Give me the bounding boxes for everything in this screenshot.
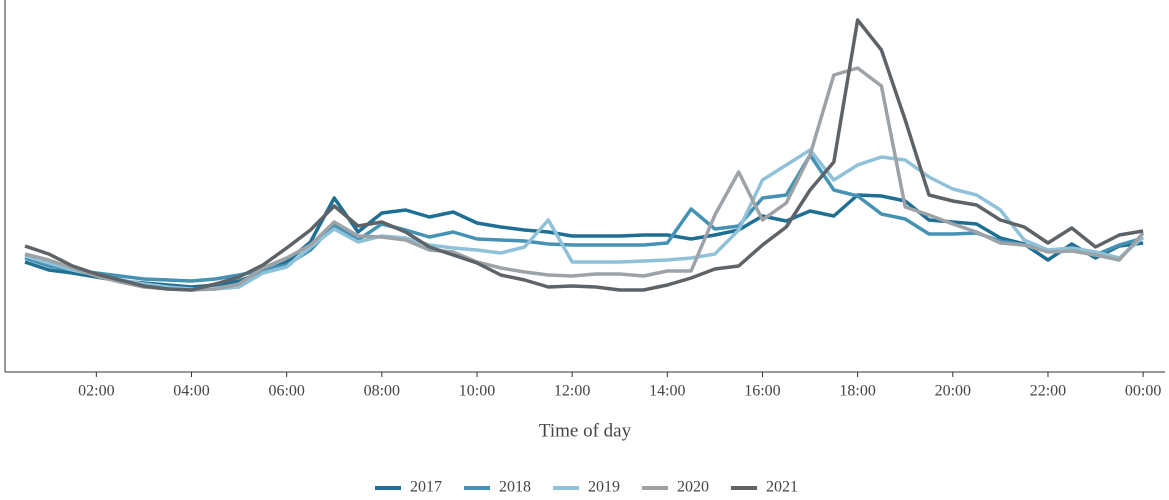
x-tick-label: 06:00	[268, 383, 304, 400]
x-tick-label: 16:00	[744, 383, 780, 400]
series-line	[24, 148, 1145, 291]
x-tick-label: 18:00	[839, 383, 875, 400]
x-tick-label: 02:00	[78, 383, 114, 400]
x-tick-label: 00:00	[1125, 383, 1161, 400]
legend-label: 2021	[766, 479, 798, 496]
x-tick-label: 12:00	[554, 383, 590, 400]
x-tick-label: 08:00	[364, 383, 400, 400]
x-tick-label: 22:00	[1030, 383, 1066, 400]
series-line	[24, 66, 1145, 292]
x-tick-label: 20:00	[935, 383, 971, 400]
legend-label: 2020	[677, 479, 709, 496]
x-tick-label: 04:00	[173, 383, 209, 400]
series-line	[24, 193, 1144, 289]
x-tick-label: 14:00	[649, 383, 685, 400]
legend-label: 2018	[499, 479, 531, 496]
series-line	[24, 18, 1144, 292]
x-axis-title: Time of day	[539, 420, 632, 441]
x-tick-label: 10:00	[459, 383, 495, 400]
legend-label: 2017	[410, 479, 442, 496]
series-line	[24, 153, 1144, 283]
legend-label: 2019	[588, 479, 620, 496]
